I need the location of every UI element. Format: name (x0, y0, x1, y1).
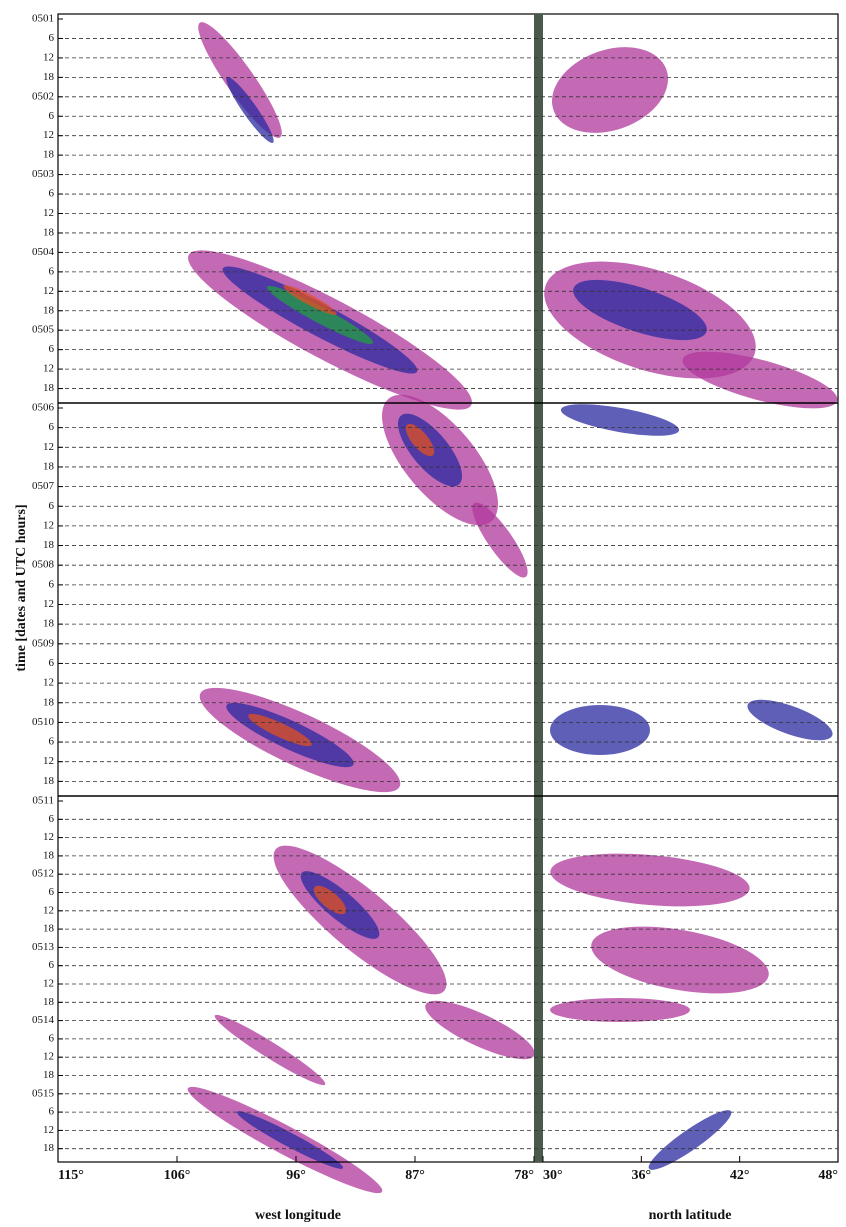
y-tick-label: 18 (43, 304, 55, 316)
x-tick-label: 36° (632, 1168, 652, 1183)
x-tick-label: 30° (543, 1168, 563, 1183)
y-tick-label: 12 (43, 831, 54, 843)
streak (226, 76, 274, 144)
streak (313, 885, 347, 915)
y-tick-label: 6 (49, 886, 55, 898)
streak (214, 1014, 326, 1086)
streak (198, 22, 282, 138)
y-tick-label: 6 (49, 500, 55, 512)
x-tick-label: 106° (164, 1168, 191, 1183)
y-tick-label: 12 (43, 363, 54, 375)
streak (648, 1110, 732, 1170)
y-tick-label: 12 (43, 677, 54, 689)
streak (747, 699, 833, 741)
y-tick-label: 6 (49, 188, 55, 200)
y-tick-label: 12 (43, 207, 54, 219)
y-tick-label: 18 (43, 226, 55, 238)
y-tick-label: 12 (43, 441, 54, 453)
y-tick-label: 0507 (32, 480, 55, 492)
y-tick-label: 18 (43, 923, 55, 935)
streak (405, 423, 435, 457)
x-axis-title: west longitude (255, 1208, 341, 1223)
x-tick-label: 48° (818, 1168, 838, 1183)
streak (425, 1000, 535, 1060)
plot-frame (57, 13, 839, 1163)
y-tick-label: 6 (49, 959, 55, 971)
y-tick-label: 12 (43, 755, 54, 767)
streak (283, 285, 337, 315)
y-tick-label: 0511 (32, 795, 54, 807)
streak (266, 285, 374, 345)
y-tick-label: 18 (43, 849, 55, 861)
streak (573, 279, 707, 341)
y-axis-title: time [dates and UTC hours] (14, 504, 29, 671)
streak (550, 853, 750, 907)
streak (236, 1111, 344, 1169)
streak (682, 351, 838, 409)
y-tick-label: 0510 (32, 716, 55, 728)
y-tick-label: 18 (43, 996, 55, 1008)
streak (551, 47, 669, 133)
y-tick-label: 0513 (32, 941, 55, 953)
y-tick-label: 18 (43, 382, 55, 394)
y-tick-label: 0501 (32, 13, 54, 25)
x-tick-label: 87° (405, 1168, 425, 1183)
y-tick-label: 6 (49, 813, 55, 825)
y-tick-label: 6 (49, 1032, 55, 1044)
y-tick-label: 12 (43, 904, 54, 916)
y-tick-label: 6 (49, 32, 55, 44)
precipitation-streaks (187, 22, 838, 1194)
y-tick-label: 12 (43, 51, 54, 63)
y-tick-label: 12 (43, 285, 54, 297)
y-tick-label: 18 (43, 1069, 55, 1081)
x-axis-title: north latitude (649, 1208, 732, 1223)
y-tick-label: 18 (43, 539, 55, 551)
x-tick-label: 78° (514, 1168, 534, 1183)
y-tick-label: 18 (43, 775, 55, 787)
y-tick-label: 18 (43, 460, 55, 472)
y-tick-label: 0506 (32, 402, 55, 414)
y-tick-label: 0503 (32, 168, 55, 180)
y-tick-label: 18 (43, 696, 55, 708)
x-tick-label: 96° (286, 1168, 306, 1183)
y-tick-label: 12 (43, 1051, 54, 1063)
y-tick-label: 6 (49, 657, 55, 669)
y-tick-label: 6 (49, 343, 55, 355)
y-tick-label: 0508 (32, 559, 55, 571)
y-tick-label: 12 (43, 129, 54, 141)
y-tick-label: 6 (49, 736, 55, 748)
y-tick-label: 18 (43, 618, 55, 630)
y-tick-label: 18 (43, 1142, 55, 1154)
y-tick-label: 6 (49, 110, 55, 122)
streak (550, 705, 650, 755)
panel-divider (534, 14, 543, 1162)
y-tick-label: 0505 (32, 324, 55, 336)
y-tick-label: 18 (43, 71, 55, 83)
y-tick-label: 0512 (32, 868, 54, 880)
y-tick-label: 18 (43, 149, 55, 161)
y-tick-label: 6 (49, 1106, 55, 1118)
x-tick-label: 115° (58, 1168, 84, 1183)
streak (248, 713, 312, 747)
streak (560, 404, 680, 436)
y-tick-label: 0504 (32, 246, 55, 258)
streak (472, 502, 528, 578)
y-tick-label: 6 (49, 421, 55, 433)
y-tick-label: 6 (49, 265, 55, 277)
y-tick-label: 0502 (32, 90, 54, 102)
y-tick-label: 12 (43, 598, 54, 610)
y-tick-label: 12 (43, 1124, 54, 1136)
streak (591, 926, 769, 994)
y-tick-label: 12 (43, 978, 54, 990)
y-tick-label: 0515 (32, 1087, 55, 1099)
y-tick-label: 6 (49, 578, 55, 590)
y-tick-label: 12 (43, 519, 54, 531)
y-tick-label: 0509 (32, 637, 55, 649)
x-tick-label: 42° (730, 1168, 750, 1183)
streak (550, 998, 690, 1022)
y-tick-label: 0514 (32, 1014, 55, 1026)
